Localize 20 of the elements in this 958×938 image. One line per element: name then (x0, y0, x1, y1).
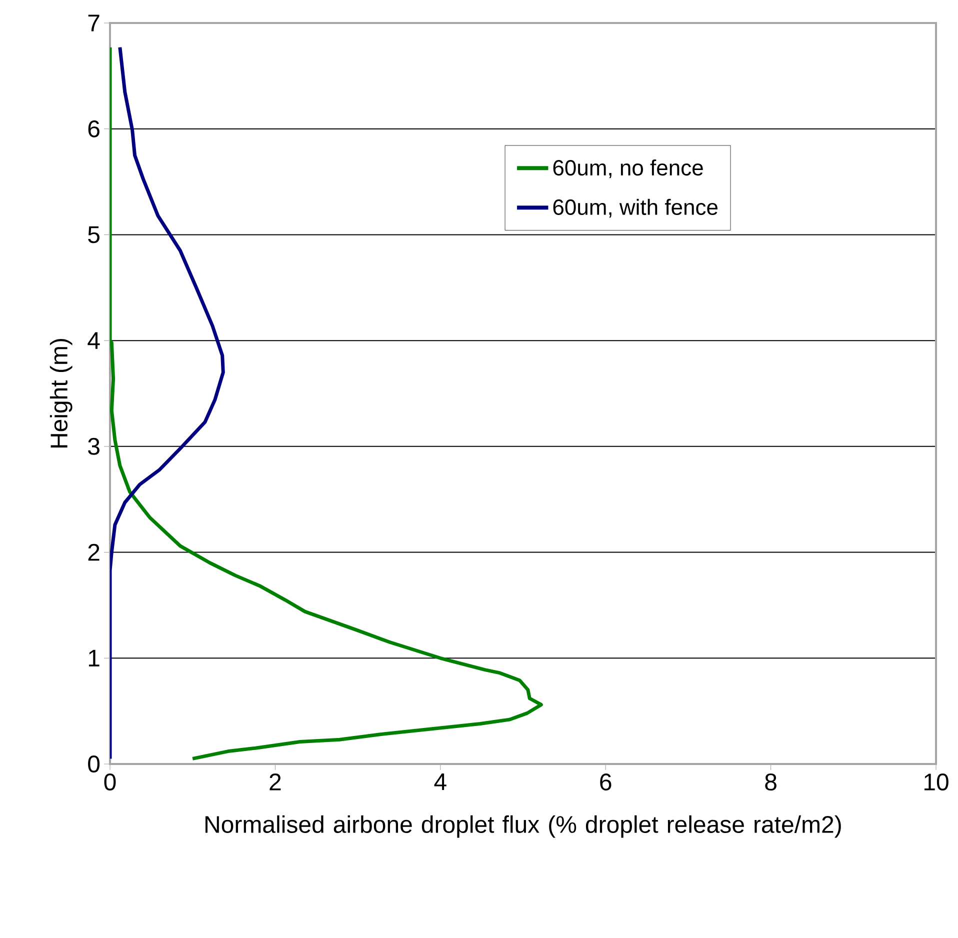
y-tick-label: 7 (88, 14, 100, 32)
x-tick-label: 6 (600, 774, 612, 791)
x-tick-label: 2 (270, 774, 281, 790)
line-series (110, 46, 543, 760)
legend-label: 60um, with fence (553, 198, 718, 218)
x-tick-label: 0 (104, 774, 116, 791)
x-axis-title: Normalised airbone droplet flux (% droplet release rate/m2) (206, 815, 841, 838)
y-tick-label: 4 (88, 332, 100, 349)
x-tick-label: 8 (765, 774, 776, 791)
y-tick-label: 3 (88, 438, 100, 455)
legend-label: 60um, no fence (553, 159, 703, 178)
y-tick-label: 5 (88, 226, 100, 244)
y-tick-label: 1 (88, 650, 100, 666)
y-axis-title: Height (m) (50, 339, 72, 448)
y-tick-label: 0 (88, 755, 100, 772)
y-tick-label: 6 (88, 120, 100, 138)
x-tick-label: 4 (434, 774, 446, 790)
x-tick-label: 10 (924, 774, 948, 791)
line-series (110, 46, 225, 760)
y-tick-label: 2 (88, 544, 100, 561)
